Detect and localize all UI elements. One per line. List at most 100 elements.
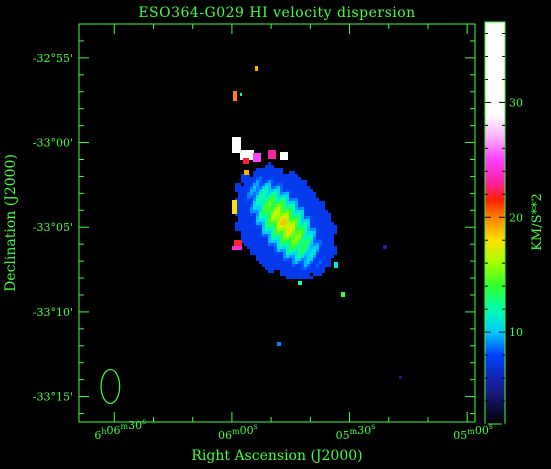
map-pixel <box>283 246 286 249</box>
map-pixel <box>256 183 259 186</box>
map-pixel <box>301 243 304 246</box>
map-pixel <box>310 264 313 267</box>
map-pixel <box>295 216 298 219</box>
map-pixel <box>247 210 250 213</box>
y-tick-label: -33°15' <box>33 391 73 404</box>
map-pixel <box>283 180 286 183</box>
map-pixel <box>322 252 325 255</box>
map-pixel <box>235 183 238 186</box>
map-pixel <box>301 273 304 276</box>
map-pixel <box>319 243 322 246</box>
map-pixel <box>307 192 310 195</box>
map-pixel <box>286 261 289 264</box>
map-pixel <box>256 204 259 207</box>
map-pixel <box>325 255 328 258</box>
map-pixel <box>253 183 256 186</box>
map-pixel <box>262 195 265 198</box>
map-pixel <box>250 192 253 195</box>
map-pixel <box>286 246 289 249</box>
map-pixel <box>262 234 265 237</box>
map-pixel <box>304 204 307 207</box>
map-pixel <box>268 270 271 273</box>
map-pixel <box>283 204 286 207</box>
map-pixel <box>268 219 271 222</box>
map-pixel <box>280 246 283 249</box>
map-pixel <box>286 198 289 201</box>
map-pixel <box>301 255 304 258</box>
map-pixel <box>277 234 280 237</box>
map-pixel <box>322 243 325 246</box>
map-pixel <box>265 177 268 180</box>
map-pixel <box>274 252 277 255</box>
map-pixel <box>301 267 304 270</box>
map-pixel <box>274 234 277 237</box>
map-pixel <box>289 243 292 246</box>
map-pixel <box>313 234 316 237</box>
map-pixel <box>307 273 310 276</box>
map-pixel <box>283 213 286 216</box>
map-pixel <box>328 240 331 243</box>
map-pixel <box>238 192 241 195</box>
map-pixel <box>319 216 322 219</box>
map-pixel <box>298 264 301 267</box>
map-pixel <box>274 174 277 177</box>
colorbar-tick-label: 10 <box>509 326 523 339</box>
map-pixel <box>289 231 292 234</box>
map-pixel <box>277 204 280 207</box>
map-pixel <box>289 222 292 225</box>
map-pixel <box>310 276 313 279</box>
map-pixel <box>247 219 250 222</box>
map-pixel <box>286 225 289 228</box>
map-pixel <box>243 158 249 164</box>
map-pixel <box>238 198 241 201</box>
map-pixel <box>298 270 301 273</box>
map-pixel <box>247 246 250 249</box>
map-pixel <box>274 183 277 186</box>
map-pixel <box>253 234 256 237</box>
map-pixel <box>325 216 328 219</box>
map-pixel <box>325 261 328 264</box>
map-pixel <box>319 267 322 270</box>
map-pixel <box>253 225 256 228</box>
map-pixel <box>325 231 328 234</box>
map-pixel <box>331 222 334 225</box>
map-pixel <box>304 186 307 189</box>
map-pixel <box>256 195 259 198</box>
map-pixel <box>283 222 286 225</box>
map-pixel <box>262 210 265 213</box>
map-pixel <box>316 231 319 234</box>
map-pixel <box>262 264 265 267</box>
map-pixel <box>399 376 402 379</box>
map-pixel <box>259 219 262 222</box>
map-pixel <box>265 195 268 198</box>
map-pixel <box>325 225 328 228</box>
map-pixel <box>295 261 298 264</box>
map-pixel <box>253 237 256 240</box>
map-pixel <box>280 183 283 186</box>
map-pixel <box>289 216 292 219</box>
map-pixel <box>307 276 310 279</box>
map-pixel <box>289 210 292 213</box>
map-pixel <box>295 249 298 252</box>
map-pixel <box>310 225 313 228</box>
map-pixel <box>274 201 277 204</box>
map-pixel <box>289 219 292 222</box>
map-pixel <box>262 192 265 195</box>
map-pixel <box>280 195 283 198</box>
map-pixel <box>316 267 319 270</box>
map-pixel <box>295 195 298 198</box>
map-pixel <box>289 228 292 231</box>
map-pixel <box>259 261 262 264</box>
map-pixel <box>256 228 259 231</box>
map-pixel <box>277 174 280 177</box>
map-pixel <box>301 180 304 183</box>
map-pixel <box>304 210 307 213</box>
map-pixel <box>274 225 277 228</box>
map-pixel <box>295 231 298 234</box>
map-pixel <box>292 207 295 210</box>
map-pixel <box>292 204 295 207</box>
map-pixel <box>271 249 274 252</box>
map-pixel <box>271 195 274 198</box>
map-pixel <box>304 246 307 249</box>
map-pixel <box>253 189 256 192</box>
